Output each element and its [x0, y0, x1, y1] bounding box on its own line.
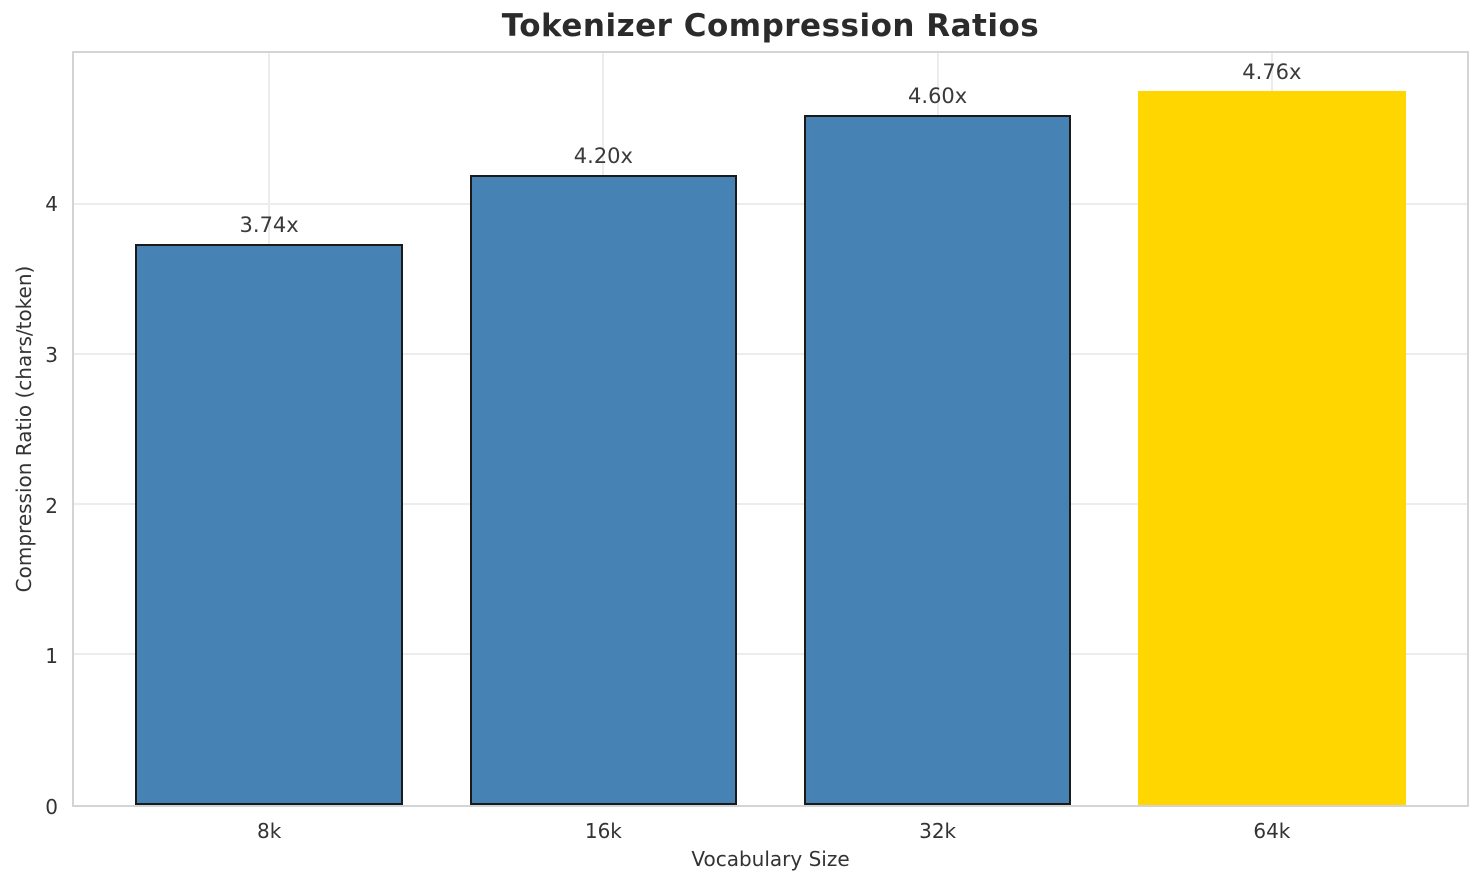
- bar-slots: 3.74x 8k 4.20x 16k 4.60x 32k 4.76x 64k: [74, 53, 1467, 843]
- y-axis-label: Compression Ratio (chars/token): [12, 265, 36, 593]
- gridline-y-4: [74, 203, 1467, 206]
- x-axis-label: Vocabulary Size: [691, 847, 850, 871]
- x-tick-label-16k: 16k: [584, 819, 622, 843]
- y-tick-label-4: 4: [45, 192, 58, 216]
- bar-value-label-8k: 3.74x: [239, 213, 299, 238]
- bar-16k: [469, 175, 738, 805]
- y-tick-label-2: 2: [45, 493, 58, 518]
- x-tick-label-32k: 32k: [919, 819, 957, 843]
- plot-area: 3.74x 8k 4.20x 16k 4.60x 32k 4.76x 64k: [72, 51, 1469, 843]
- gridline-y-3: [74, 353, 1467, 356]
- bar-slot-64k: 4.76x 64k: [1105, 53, 1439, 843]
- bar-value-label-32k: 4.60x: [908, 84, 968, 109]
- bar-64k: [1138, 91, 1406, 805]
- y-tick-label-3: 3: [45, 342, 58, 367]
- bar-value-label-64k: 4.76x: [1242, 60, 1302, 85]
- x-tick-label-8k: 8k: [256, 819, 282, 843]
- gridline-y-1: [74, 653, 1467, 656]
- x-tick-label-64k: 64k: [1253, 819, 1291, 843]
- bar-slot-8k: 3.74x 8k: [102, 53, 436, 843]
- bar-value-label-16k: 4.20x: [573, 144, 633, 169]
- bar-slot-16k: 4.20x 16k: [436, 53, 770, 843]
- chart-title: Tokenizer Compression Ratios: [501, 8, 1040, 44]
- y-tick-label-0: 0: [45, 795, 58, 819]
- bar-32k: [803, 115, 1072, 805]
- y-tick-label-1: 1: [45, 644, 58, 669]
- gridline-y-2: [74, 503, 1467, 506]
- bar-slot-32k: 4.60x 32k: [771, 53, 1105, 843]
- bar-8k: [135, 244, 403, 805]
